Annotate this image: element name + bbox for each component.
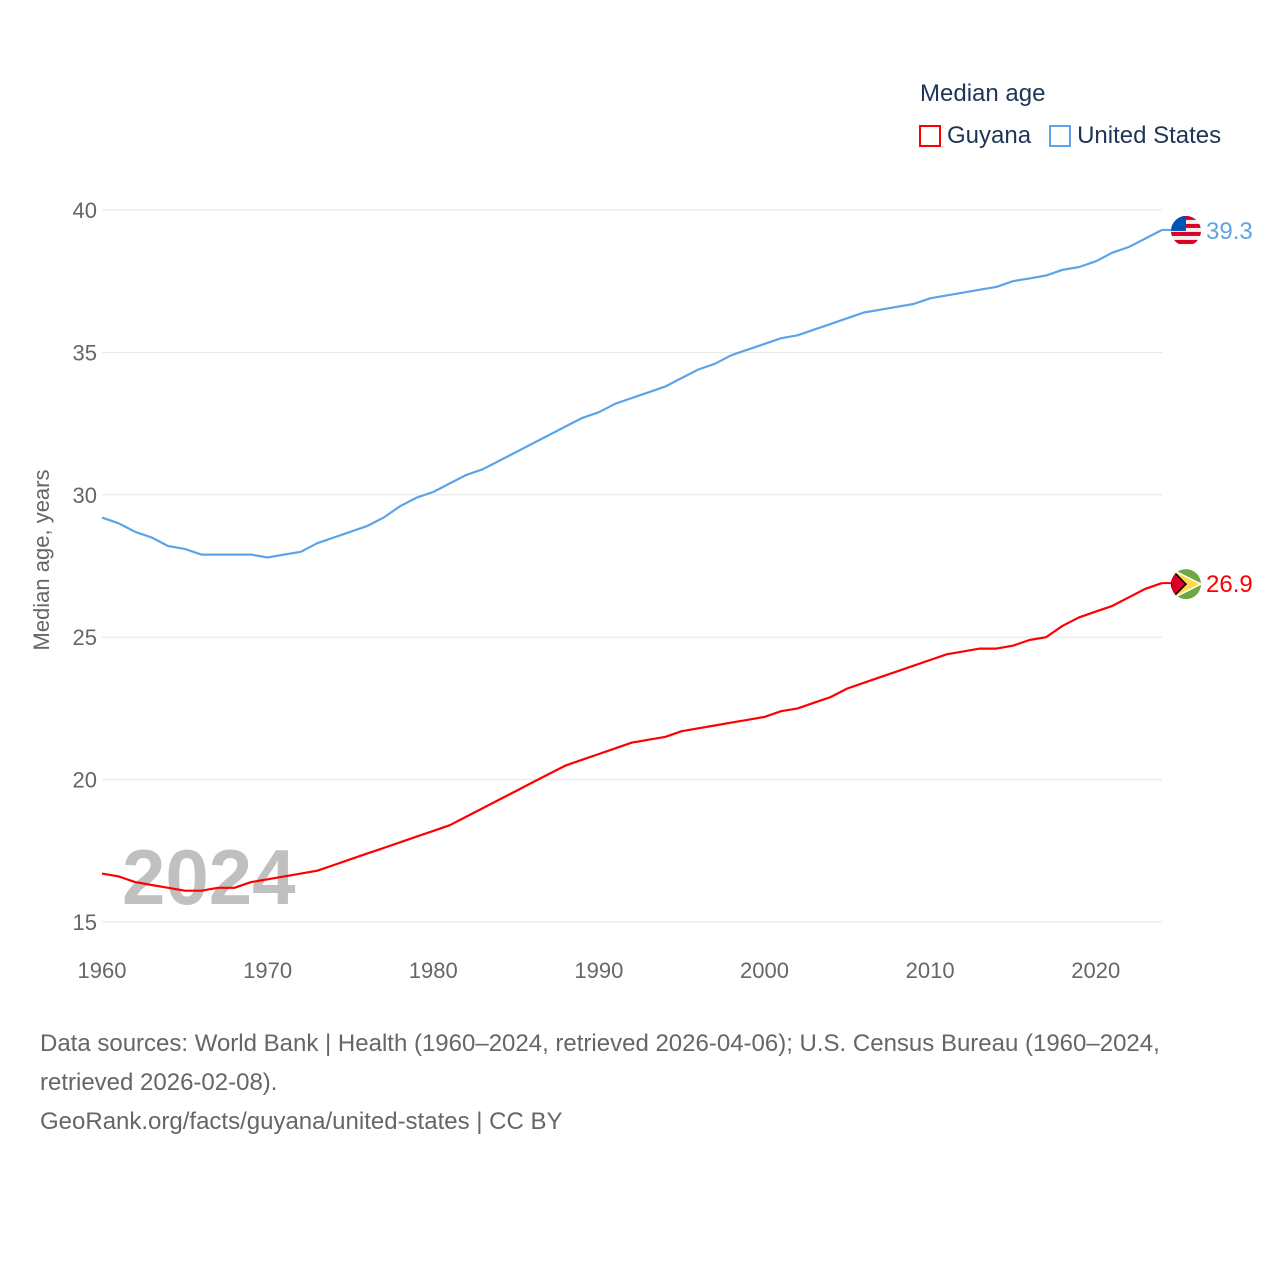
series-line-guyana	[101, 582, 1163, 892]
y-tick-label: 20	[73, 768, 97, 793]
y-tick-label: 35	[73, 340, 97, 365]
end-value-label: 39.3	[1206, 218, 1253, 245]
end-value-label: 26.9	[1206, 571, 1253, 598]
y-tick-label: 25	[73, 625, 97, 650]
y-tick-label: 15	[73, 910, 97, 935]
flag-body	[1171, 569, 1201, 600]
flag-red	[1171, 569, 1188, 600]
flag-body	[1171, 215, 1201, 246]
flag-canton	[1171, 215, 1186, 231]
x-tick-label: 1990	[574, 958, 623, 983]
footer: Data sources: World Bank | Health (1960–…	[40, 1024, 1250, 1141]
legend-label: United States	[1077, 122, 1222, 149]
legend-swatch	[1049, 125, 1072, 147]
legend-label: Guyana	[947, 122, 1032, 149]
flag-stripe	[1171, 231, 1201, 236]
legend-item-guyana[interactable]: Guyana	[919, 122, 1031, 150]
x-tick-label: 1980	[409, 958, 458, 983]
y-tick-label: 30	[73, 483, 97, 508]
credit-link[interactable]: GeoRank.org/facts/guyana/united-states |…	[40, 1108, 563, 1135]
x-tick-label: 1970	[243, 958, 292, 983]
y-axis-label: Median age, years	[29, 469, 54, 651]
year-watermark: 2024	[122, 833, 296, 921]
data-sources: Data sources: World Bank | Health (1960–…	[40, 1030, 1160, 1096]
x-tick-label: 1960	[78, 958, 127, 983]
legend-item-united-states[interactable]: United States	[1049, 122, 1221, 150]
us-flag-icon	[1171, 215, 1201, 246]
series-line-united-states	[101, 228, 1163, 559]
x-tick-label: 2000	[740, 958, 789, 983]
y-tick-label: 40	[73, 198, 97, 223]
legend: Guyana United States	[919, 122, 1221, 150]
guyana-flag-icon	[1171, 569, 1201, 600]
x-tick-label: 2020	[1071, 958, 1120, 983]
legend-title: Median age	[920, 80, 1046, 107]
legend-swatch	[919, 125, 941, 147]
x-tick-label: 2010	[906, 958, 955, 983]
flag-stripe	[1171, 239, 1201, 244]
